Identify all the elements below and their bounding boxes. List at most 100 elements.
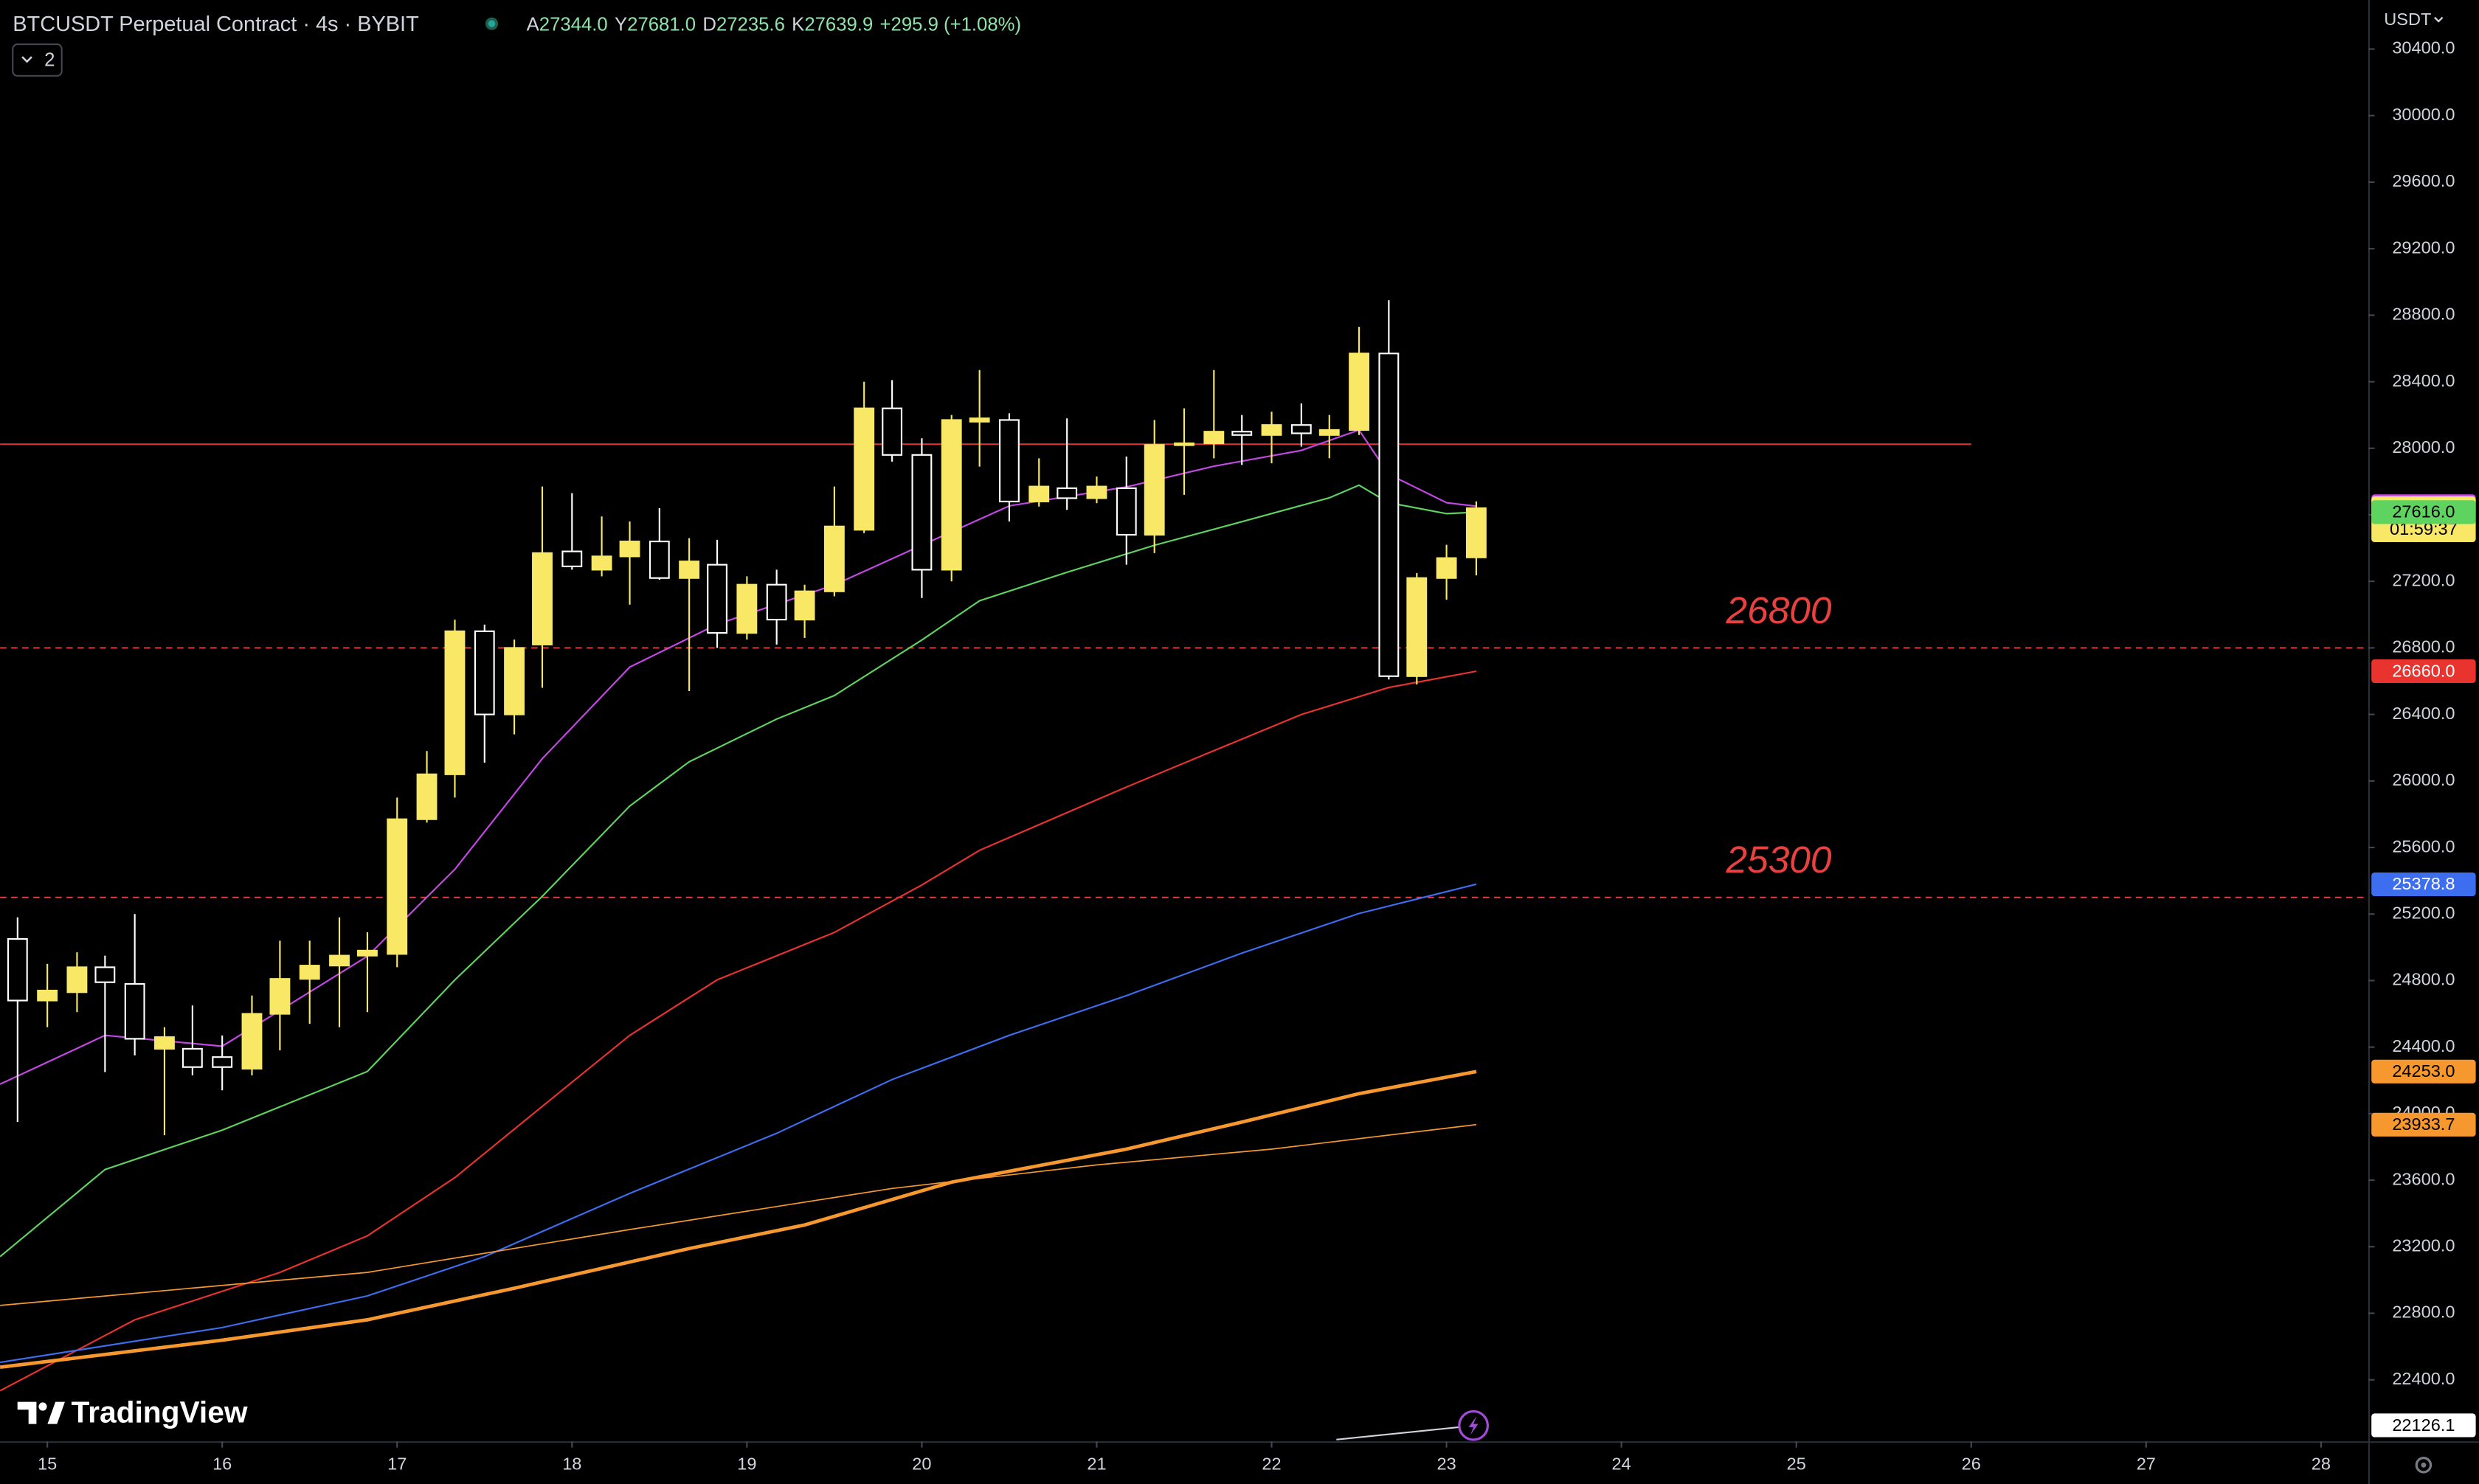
currency-selector[interactable]: USDT [2384,10,2444,29]
y-tick-label: 30000.0 [2392,105,2455,124]
y-tick-label: 30400.0 [2392,38,2455,58]
candle-body [1436,557,1457,579]
y-tick-label: 27200.0 [2392,570,2455,589]
moving-average-line [0,484,1477,1258]
indicator-count: 2 [44,49,55,70]
y-tick-label: 28400.0 [2392,371,2455,390]
ohlc-label: A [527,14,540,35]
candle-body [911,454,933,571]
indicators-toggle[interactable]: 2 [12,43,63,77]
symbol-title: BTCUSDT Perpetual Contract · 4s · BYBIT [13,13,418,36]
candle-body [591,555,612,571]
ohlc-values: A27344.0 Y27681.0 D27235.6 K27639.9 +295… [527,14,1021,35]
candle-body [504,647,525,715]
logo-mark [47,1401,65,1424]
toggle-box[interactable] [12,43,63,77]
candle-body [357,949,378,957]
ohlc-value: 27235.6 [716,14,785,35]
moving-average-line [0,1123,1477,1306]
tradingview-logo: TradingView [17,1395,248,1429]
ohlc-value: 27344.0 [539,14,608,35]
candle-body [1144,444,1165,536]
candle-body [154,1036,175,1050]
candle-body [1406,577,1428,677]
x-tick-label: 17 [387,1454,407,1474]
logo-mark [17,1401,37,1424]
y-tick-label: 29600.0 [2392,171,2455,190]
price-badge [2371,500,2476,524]
level-label: 25300 [1726,838,1832,881]
candle-body [854,407,875,531]
candle-body [1465,507,1487,558]
chevron-icon [21,56,32,63]
status-dot [488,20,496,27]
ohlc-label: D [702,14,716,35]
x-tick-label: 19 [737,1454,756,1474]
candle-body [707,564,727,634]
candle-body [969,417,990,423]
candle-body [212,1056,233,1068]
moving-average-line [0,429,1477,1085]
candle-body [1086,485,1107,499]
price-badge-label: 27616.0 [2392,502,2455,521]
price-badge [2371,1413,2476,1438]
y-tick-label: 24800.0 [2392,970,2455,989]
moving-average-line [0,670,1477,1392]
candle-body [241,1013,263,1070]
alert-icon[interactable] [1458,1410,1490,1441]
brand-name: TradingView [72,1395,248,1429]
candle-body [1174,442,1194,446]
candle-body [1203,431,1225,445]
x-tick-label: 16 [212,1454,232,1474]
candle-body [181,1047,203,1068]
ohlc-change: +295.9 (+1.08%) [880,14,1021,35]
price-badge-label: 25378.8 [2392,874,2455,893]
x-tick-label: 20 [912,1454,931,1474]
candle-body [416,773,438,820]
candle-body [37,989,58,1002]
gear-icon[interactable] [2415,1457,2433,1474]
x-tick-label: 24 [1612,1454,1631,1474]
ohlc-label: K [792,14,804,35]
y-tick-label: 23600.0 [2392,1169,2455,1188]
price-badge [2371,1112,2476,1137]
moving-average-line [0,883,1477,1364]
price-badge-label: 26660.0 [2392,661,2455,680]
x-tick-label: 18 [562,1454,581,1474]
candle-body [1057,487,1078,499]
x-tick-label: 21 [1087,1454,1106,1474]
price-badge-label: 24253.0 [2392,1061,2455,1081]
y-tick-label: 24400.0 [2392,1036,2455,1055]
candle-body [1318,429,1340,436]
x-tick-label: 26 [1962,1454,1981,1474]
ohlc-label: Y [615,14,627,35]
candle-body [124,982,145,1040]
y-tick-label: 29200.0 [2392,237,2455,257]
logo-mark [38,1402,47,1411]
candle-body [941,419,962,571]
candle-body [561,550,583,567]
candle-body [66,966,88,994]
candle-body [1116,487,1137,536]
y-tick-label: 28800.0 [2392,305,2455,324]
price-badge [2371,1059,2476,1083]
x-tick-label: 23 [1436,1454,1456,1474]
price-badge [2371,872,2476,896]
icon-bolt [1468,1415,1479,1435]
candle-body [999,419,1020,503]
price-badge [2371,659,2476,684]
candle-body [444,630,466,775]
candle-body [882,407,903,456]
candle-body [679,561,700,579]
settings-icon[interactable] [2415,1457,2433,1474]
plot-area: 26800 25300 [0,300,2368,1440]
chevron-icon [2434,16,2444,23]
candle-body [619,541,640,558]
y-tick-label: 26000.0 [2392,770,2455,789]
currency[interactable]: USDT [2384,10,2431,29]
candle-body [299,965,320,980]
x-tick-label: 22 [1262,1454,1281,1474]
